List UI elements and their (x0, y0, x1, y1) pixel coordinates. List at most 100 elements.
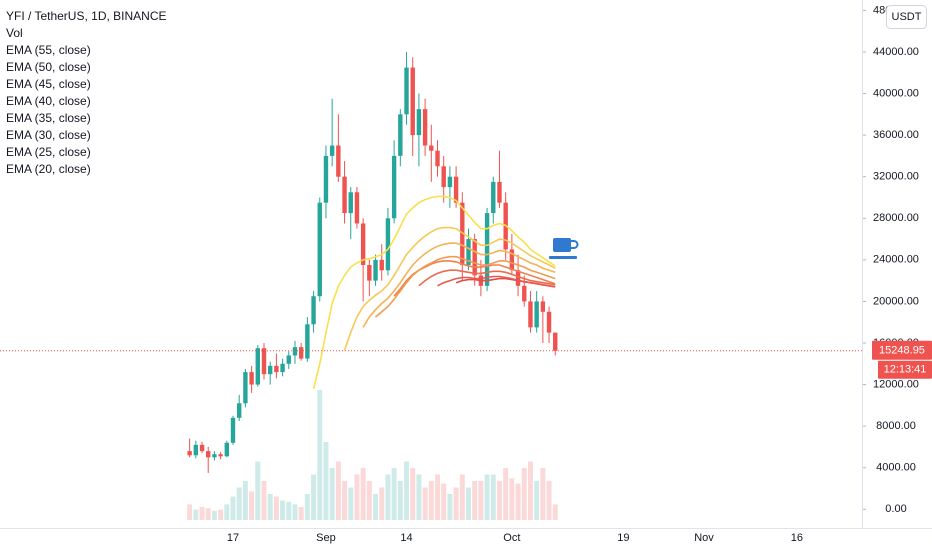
candle-body (522, 285, 527, 302)
candle-body (274, 365, 279, 373)
x-tick-label: Oct (503, 532, 520, 544)
coffee-icon (549, 238, 579, 259)
ema-line (343, 226, 556, 351)
price-labels: 15248.95 12:13:41 (0, 340, 932, 379)
volume-bar (515, 483, 521, 520)
volume-bar (521, 468, 527, 520)
candle-body (323, 155, 329, 203)
candle-body (354, 192, 360, 224)
candle-body (515, 270, 521, 286)
volume-bar (366, 481, 372, 520)
candle-body (466, 239, 471, 266)
volume-bar (416, 474, 422, 520)
volume-bar (242, 481, 248, 520)
volume-bar (317, 390, 323, 520)
currency-label[interactable]: USDT (892, 11, 922, 23)
candle-body (187, 451, 192, 456)
volume-bar (484, 474, 490, 520)
volume-bar (311, 474, 317, 520)
candle-body (484, 213, 490, 286)
candle-body (212, 454, 217, 458)
y-tick-label: 12000.00 (873, 378, 919, 390)
currency-box[interactable] (886, 5, 927, 29)
volume-bar (304, 494, 310, 520)
volume-bar (527, 461, 533, 520)
candle-body (404, 67, 409, 115)
x-tick-label: 16 (791, 532, 803, 544)
volume-bar (422, 487, 428, 520)
candle-body (540, 301, 546, 312)
candle-body (497, 181, 502, 203)
volume-bar (465, 487, 471, 520)
legend-entry: EMA (55, close) (6, 43, 91, 57)
volume-bar (509, 478, 515, 520)
candle-body (298, 347, 304, 359)
legend: YFI / TetherUS, 1D, BINANCE Vol EMA (55,… (6, 9, 167, 176)
candle-body (237, 403, 242, 418)
cup-handle (571, 240, 579, 249)
volume-bar (348, 487, 354, 520)
ema-lines (312, 195, 556, 389)
volume-bar (187, 504, 193, 520)
volume-bar (292, 504, 298, 520)
candle-body (398, 114, 403, 156)
volume-bar (205, 508, 211, 520)
volume-bar (447, 494, 453, 520)
chart-title: YFI / TetherUS, 1D, BINANCE (6, 9, 167, 23)
candle-body (360, 223, 366, 266)
volume-bar (286, 501, 292, 520)
y-tick-label: 36000.00 (873, 129, 919, 141)
candle-body (422, 109, 428, 146)
last-price-label: 15248.95 (879, 345, 925, 357)
candle-body (385, 218, 391, 271)
candle-body (243, 372, 248, 404)
volume-bar (218, 509, 224, 520)
candle-body (329, 145, 335, 156)
countdown-box (878, 360, 932, 379)
y-tick-label: 0.00 (885, 503, 906, 515)
y-tick-label: 28000.00 (873, 212, 919, 224)
candle-body (391, 155, 397, 219)
candle-body (218, 454, 223, 457)
cup (553, 238, 571, 252)
candle-body (305, 324, 310, 359)
candle-body (292, 347, 298, 356)
candle-body (460, 202, 465, 266)
volume-bar (379, 487, 385, 520)
candle-body (509, 249, 515, 271)
y-tick-label: 32000.00 (873, 171, 919, 183)
y-tick-label: 24000.00 (873, 254, 919, 266)
candle-body (472, 239, 477, 276)
y-tick-label: 4000.00 (876, 462, 916, 474)
volume-bar (391, 468, 397, 520)
volume-bar (261, 481, 267, 520)
legend-entry: EMA (25, close) (6, 145, 91, 159)
volume-bar (496, 481, 502, 520)
candle-body (373, 259, 378, 281)
volume-bar (385, 474, 391, 520)
legend-entry: EMA (20, close) (6, 162, 91, 176)
candle-body (348, 192, 353, 214)
volume-bar (280, 500, 286, 520)
volume-bar (435, 474, 441, 520)
candle-body (528, 301, 533, 328)
volume-bar (397, 481, 403, 520)
currency-button[interactable]: USDT (886, 5, 927, 29)
candle-body (447, 176, 453, 188)
candle-body (255, 348, 260, 385)
candle-body (224, 442, 230, 457)
candle-body (491, 181, 496, 214)
volume-bar (354, 474, 360, 520)
last-price-box (872, 340, 932, 360)
y-tick-label: 44000.00 (873, 46, 919, 58)
price-axis: 0.004000.008000.0012000.0016000.0020000.… (227, 4, 919, 544)
ema-line (374, 255, 556, 318)
volume-bar (236, 487, 242, 520)
candle-body (336, 145, 341, 177)
volume-bar (490, 474, 496, 520)
saucer (549, 256, 577, 259)
candle-body (410, 67, 415, 136)
volume-bar (267, 494, 273, 520)
volume-bar (459, 474, 465, 520)
